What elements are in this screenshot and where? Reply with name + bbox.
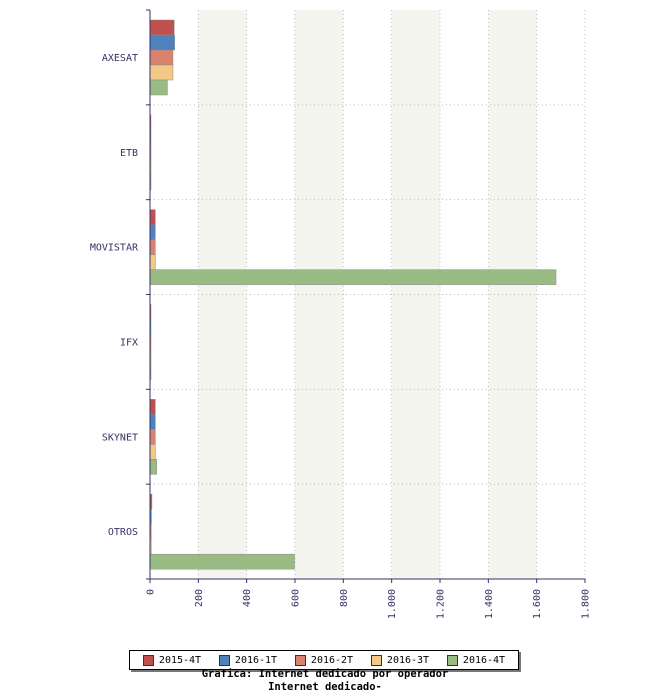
chart-subtitle: Internet dedicado- (268, 681, 382, 693)
x-tick-label: 800 (339, 589, 350, 607)
legend-item: 2016-1T (218, 654, 278, 666)
bar (149, 64, 174, 81)
x-tick-label: 1.800 (581, 589, 592, 619)
x-tick-label: 0 (146, 589, 157, 595)
bar (149, 224, 156, 240)
bar (149, 19, 175, 36)
chart: AXESAT ETB MOVISTAR IFX SKYNET OTROS 0 200 400 60… (90, 9, 592, 619)
legend-item: 2016-4T (446, 654, 506, 666)
category-label: MOVISTAR (90, 243, 139, 254)
legend-label: 2016-2T (310, 654, 354, 666)
legend-swatch (446, 654, 458, 666)
legend-swatch (142, 654, 154, 666)
x-tick-label: 600 (291, 589, 302, 607)
category-label: IFX (120, 337, 138, 348)
bar (149, 254, 156, 270)
legend-item: 2015-4T (142, 654, 202, 666)
bar (149, 399, 156, 415)
bar (149, 34, 175, 51)
x-tick-label: 1.400 (484, 589, 495, 619)
legend-swatch (294, 654, 306, 666)
legend-swatch (370, 654, 382, 666)
legend-swatch (218, 654, 230, 666)
x-tick-label: 1.200 (436, 589, 447, 619)
grid-band (488, 10, 537, 579)
bar (149, 239, 156, 255)
grid-band (391, 10, 440, 579)
legend-item: 2016-2T (294, 654, 354, 666)
category-label: OTROS (108, 527, 138, 538)
bar (149, 414, 156, 430)
grid-band (295, 10, 344, 579)
bar (149, 459, 158, 475)
bar (149, 553, 295, 570)
legend-label: 2016-1T (234, 654, 278, 666)
x-tick-label: 200 (194, 589, 205, 607)
legend-label: 2015-4T (158, 654, 202, 666)
bar (149, 269, 557, 285)
legend-label: 2016-3T (386, 654, 430, 666)
legend-item: 2016-3T (370, 654, 430, 666)
bar (149, 429, 156, 445)
chart-title: Grafica: Internet dedicado por operador (201, 668, 449, 680)
category-label: SKYNET (102, 432, 138, 443)
legend-label: 2016-4T (462, 654, 506, 666)
bar (149, 444, 156, 460)
x-tick-label: 1.000 (387, 589, 398, 619)
category-label: ETB (120, 148, 138, 159)
x-tick-label: 400 (242, 589, 253, 607)
bar (149, 49, 174, 66)
bar (149, 79, 168, 96)
category-label: AXESAT (102, 53, 138, 64)
bar (149, 209, 156, 225)
legend: 2015-4T 2016-1T 2016-2T 2016-3T 2016-4T (129, 650, 519, 670)
x-tick-label: 1.600 (532, 589, 543, 619)
